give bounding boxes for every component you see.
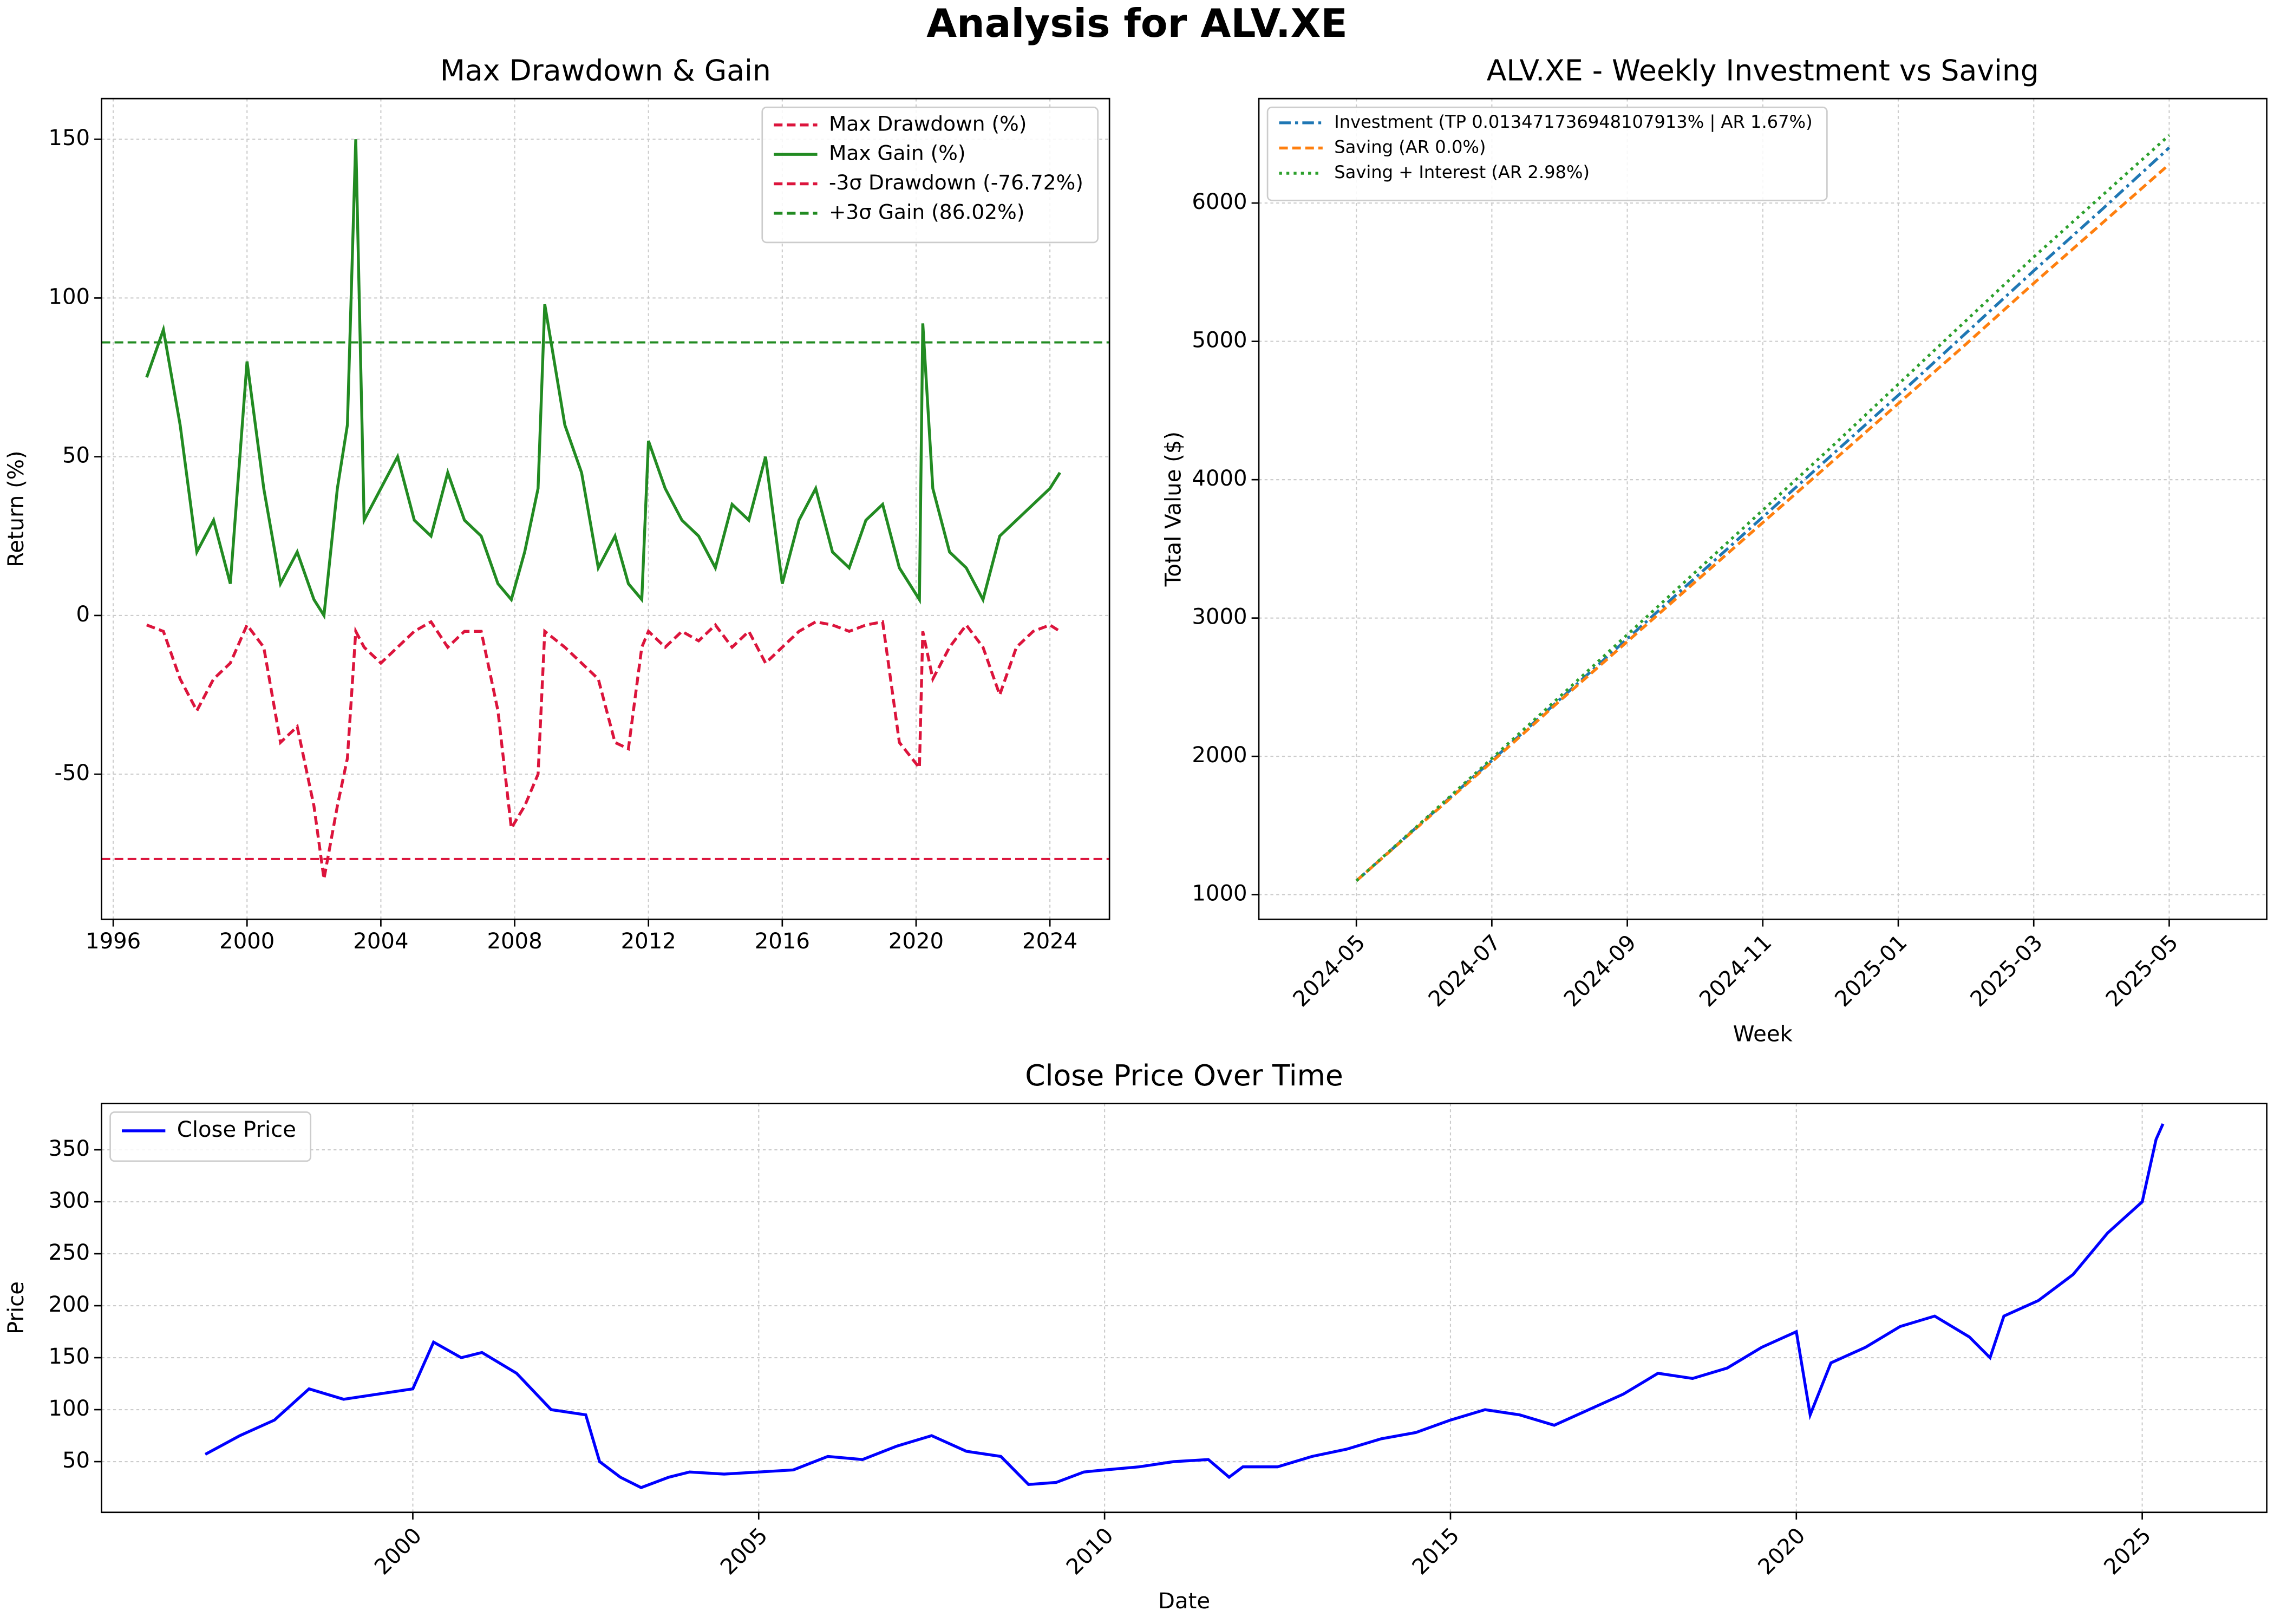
x-tick-label: 2016	[755, 929, 810, 954]
y-tick-label: 6000	[1192, 189, 1247, 214]
series-line	[204, 1123, 2165, 1489]
y-tick-label: -50	[54, 761, 90, 785]
y-tick-label: 2000	[1192, 743, 1247, 768]
y-tick-label: 4000	[1192, 466, 1247, 491]
legend-box	[109, 1111, 312, 1162]
x-tick-label: 2020	[888, 929, 944, 954]
legend: Max Drawdown (%) Max Gain (%) -3σ Drawdown…	[761, 106, 1099, 244]
y-tick-label: 150	[48, 1344, 90, 1369]
series-line	[1355, 163, 2171, 882]
x-tick-label: 2008	[487, 929, 542, 954]
x-axis-label: Date	[1158, 1589, 1210, 1614]
x-tick-label: 2024	[1022, 929, 1077, 954]
chart-title: ALV.XE - Weekly Investment vs Saving	[1487, 54, 2039, 88]
x-tick-label: 2004	[353, 929, 408, 954]
series-line	[1355, 146, 2171, 882]
y-tick-label: 100	[48, 1396, 90, 1421]
figure-title: Analysis for ALV.XE	[926, 1, 1348, 47]
series-line	[145, 139, 1061, 620]
legend: Close Price	[109, 1111, 312, 1162]
plot-frame	[1258, 97, 2268, 920]
y-tick-label: 50	[62, 1448, 90, 1473]
legend-label: Max Drawdown (%)	[829, 112, 1027, 135]
y-tick-label: 200	[48, 1292, 90, 1317]
legend-label: Saving (AR 0.0%)	[1334, 136, 1486, 157]
legend: Investment (TP 0.013471736948107913% | A…	[1266, 106, 1828, 201]
x-tick-label: 2012	[621, 929, 676, 954]
y-tick-label: 300	[48, 1188, 90, 1213]
chart-title: Close Price Over Time	[1025, 1058, 1343, 1092]
series-line	[146, 620, 1061, 880]
y-tick-label: 3000	[1192, 605, 1247, 630]
plot-frame	[101, 97, 1110, 920]
legend-label: Saving + Interest (AR 2.98%)	[1334, 162, 1590, 182]
y-tick-label: 1000	[1192, 881, 1247, 906]
series-line	[1355, 134, 2171, 882]
x-tick-label: 2000	[219, 929, 275, 954]
legend-box	[761, 106, 1099, 244]
x-tick-label: 1996	[86, 929, 141, 954]
legend-box	[1266, 106, 1828, 201]
y-tick-label: 150	[48, 126, 90, 150]
y-axis-label: Total Value ($)	[1161, 431, 1186, 587]
y-tick-label: 100	[48, 284, 90, 309]
legend-label: -3σ Drawdown (-76.72%)	[829, 171, 1083, 194]
legend-label: +3σ Gain (86.02%)	[829, 200, 1024, 224]
legend-label: Max Gain (%)	[829, 141, 965, 165]
y-tick-label: 5000	[1192, 328, 1247, 353]
plot-frame	[101, 1103, 2268, 1514]
y-axis-label: Price	[4, 1281, 29, 1334]
y-tick-label: 250	[48, 1240, 90, 1265]
legend-label: Investment (TP 0.013471736948107913% | A…	[1334, 112, 1812, 132]
chart-title: Max Drawdown & Gain	[440, 54, 771, 88]
y-tick-label: 350	[48, 1136, 90, 1161]
legend-label: Close Price	[177, 1117, 296, 1142]
y-tick-label: 0	[76, 602, 90, 627]
x-axis-label: Week	[1733, 1022, 1793, 1047]
y-tick-label: 50	[62, 443, 90, 468]
y-axis-label: Return (%)	[4, 450, 29, 567]
